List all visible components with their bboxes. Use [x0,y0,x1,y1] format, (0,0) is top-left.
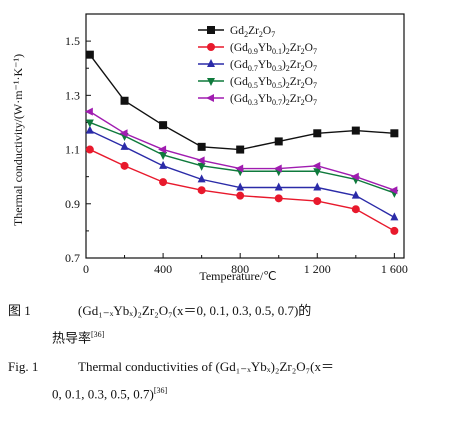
data-point [120,96,129,105]
series-layer [84,50,399,235]
x-axis-label: Temperature/℃ [199,269,276,283]
series-5 [84,107,398,195]
data-point [351,190,360,199]
data-point [390,129,399,138]
data-point [159,121,168,130]
x-tick-label: 400 [154,262,172,276]
legend-item: Gd2Zr2O7 [198,25,275,39]
data-point [197,174,206,183]
legend-item: (Gd0.3Yb0.7)2Zr2O7 [198,93,317,107]
data-point [119,129,128,138]
data-point [197,142,206,151]
data-point [85,145,94,154]
data-point [235,164,244,173]
caption-en-text-2: 0, 0.1, 0.3, 0.5, 0.7) [52,386,154,402]
data-point [84,107,93,116]
legend-marker [207,26,215,34]
x-tick-label: 0 [83,262,89,276]
data-point [196,156,205,165]
legend-label: (Gd0.3Yb0.7)2Zr2O7 [230,93,317,107]
x-axis-ticks: 0 400 800 1 200 1 600 [83,253,408,276]
caption-en-ref: [36] [153,386,168,395]
data-point [120,161,129,170]
legend-item: (Gd0.7Yb0.3)2Zr2O7 [198,59,317,73]
caption-cn-ref: [36] [91,330,105,339]
legend-marker [206,94,214,102]
figure-caption-cn: 图 1 (Gd₁₋ₓYbₓ)₂Zr₂O₇(x＝0, 0.1, 0.3, 0.5, … [8,300,442,322]
figure-caption-en: Fig. 1 Thermal conductivities of (Gd₁₋ₓYb… [8,356,442,378]
x-tick-label: 800 [231,262,249,276]
data-point [274,137,283,146]
data-point [85,50,94,59]
data-point [390,226,399,235]
data-point [313,197,322,206]
data-point [197,186,206,195]
legend-label: Gd2Zr2O7 [230,25,275,39]
plot-frame [85,13,405,259]
data-point [197,162,206,171]
legend-item: (Gd0.5Yb0.5)2Zr2O7 [198,76,317,90]
data-point [350,172,359,181]
caption-en-text: Thermal conductivities of (Gd₁₋ₓYbₓ)₂Zr₂… [78,359,334,374]
data-point [85,119,94,128]
legend-label: (Gd0.5Yb0.5)2Zr2O7 [230,76,317,90]
legend-marker [207,59,215,67]
figure-caption-cn-line2: 热导率[36] [52,324,450,349]
data-point [159,151,168,160]
figure-caption-en-line2: 0, 0.1, 0.3, 0.5, 0.7)[36] [52,380,450,405]
y-tick-label: 1.3 [65,88,80,102]
series-line [89,121,395,194]
data-point [274,194,283,203]
data-point [236,191,245,200]
legend-label: (Gd0.9Yb0.1)2Zr2O7 [230,42,317,56]
data-point [390,212,399,221]
series-3 [85,125,399,221]
data-point [236,145,245,154]
chart: 0 400 800 1 200 1 600 0.7 0.9 1.1 1.3 1.5 Gd2Zr2… [11,13,408,283]
data-point [351,126,360,135]
y-axis-label: Thermal conductivity/(W·m⁻¹·K⁻¹) [11,54,25,226]
data-point [159,178,168,187]
data-point [313,129,322,138]
legend-label: (Gd0.7Yb0.3)2Zr2O7 [230,59,317,73]
legend: Gd2Zr2O7 (Gd0.9Yb0.1)2Zr2O7 (Gd0.7Yb0.3)2Z… [198,25,317,107]
y-tick-label: 1.5 [65,34,80,48]
data-point [85,125,94,134]
data-point [312,161,321,170]
legend-item: (Gd0.9Yb0.1)2Zr2O7 [198,42,317,56]
caption-cn-text: (Gd₁₋ₓYbₓ)₂Zr₂O₇(x＝0, 0.1, 0.3, 0.5, 0.7… [78,303,312,318]
y-tick-label: 1.1 [65,143,80,157]
data-point [120,141,129,150]
data-point [389,186,398,195]
y-tick-label: 0.7 [65,251,80,265]
legend-marker [207,43,215,51]
data-point [274,182,283,191]
data-point [159,160,168,169]
data-point [273,164,282,173]
caption-cn-label: 图 1 [8,303,31,318]
series-1 [85,50,399,154]
data-point [158,145,167,154]
plot-area-border [85,13,405,259]
x-tick-label: 1 600 [381,262,408,276]
data-point [351,205,360,214]
data-point [236,182,245,191]
data-point [313,182,322,191]
legend-marker [207,78,215,86]
caption-en-label: Fig. 1 [8,359,39,374]
y-tick-label: 0.9 [65,197,80,211]
data-point [313,168,322,177]
x-tick-label: 1 200 [304,262,331,276]
caption-cn-text-2: 热导率 [52,330,92,346]
series-2 [85,145,399,235]
